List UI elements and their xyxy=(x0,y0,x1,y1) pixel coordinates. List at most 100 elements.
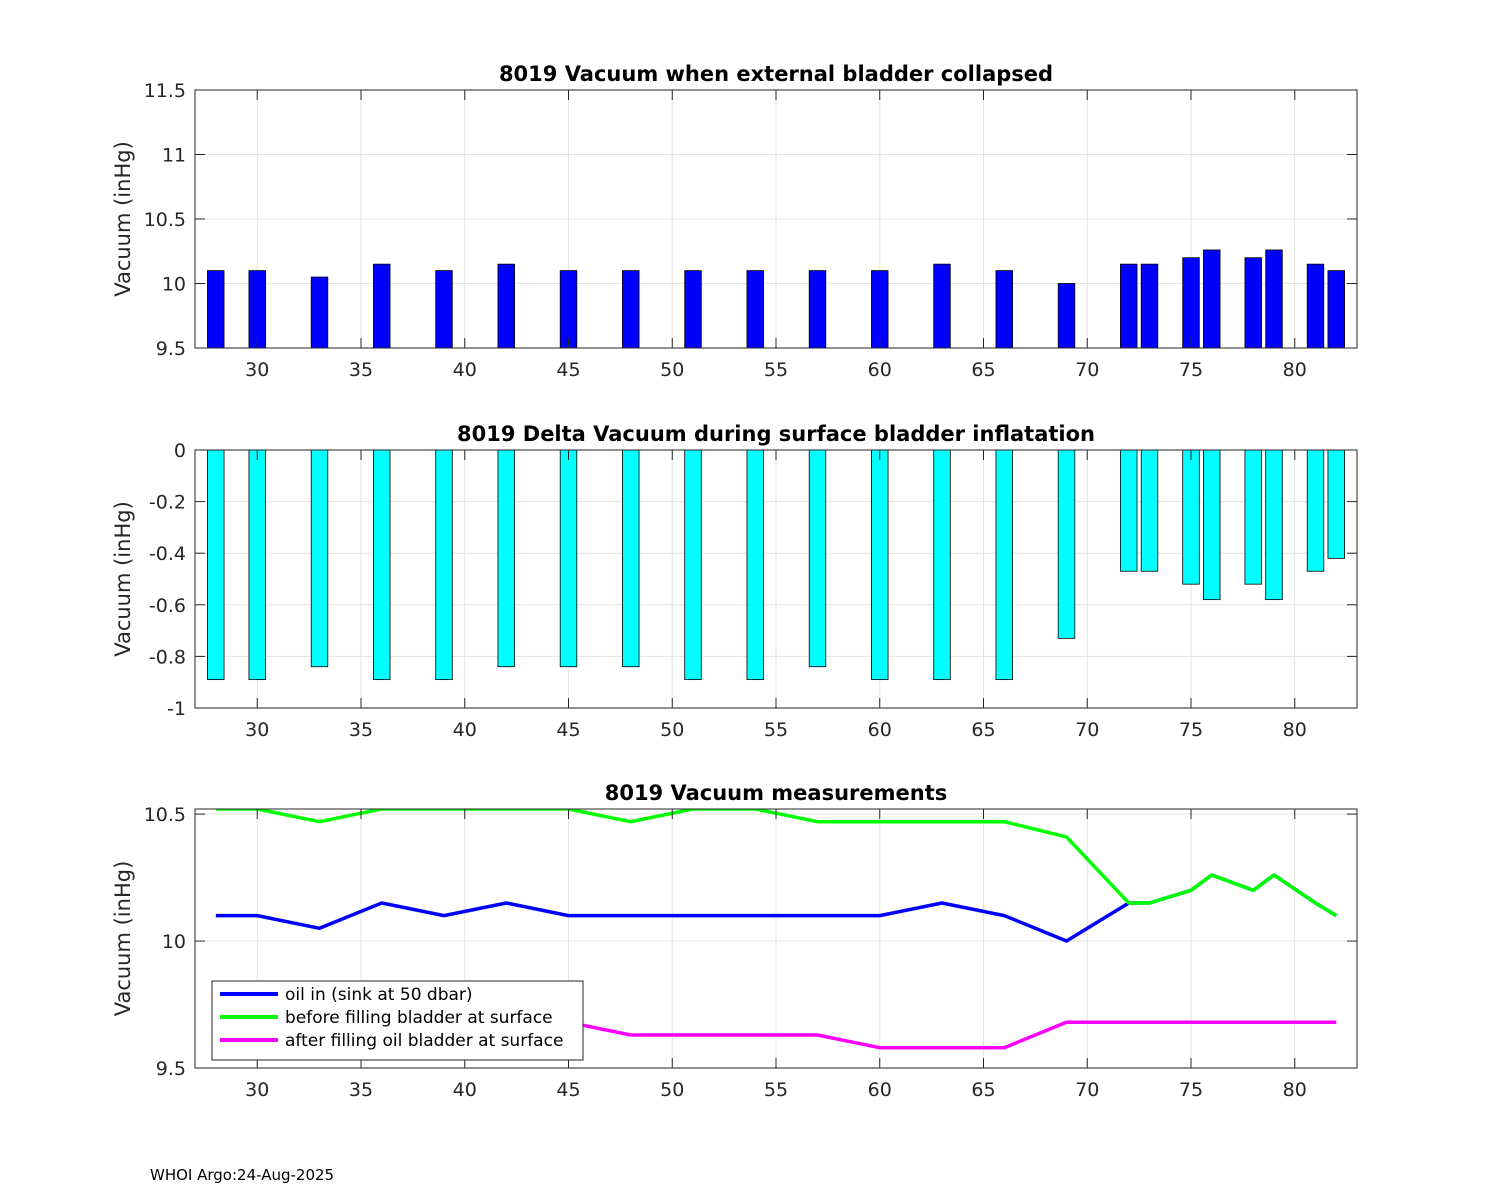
bar xyxy=(808,450,827,668)
bar xyxy=(684,270,702,348)
plot-marks xyxy=(207,249,1345,348)
bar xyxy=(373,263,391,348)
vacuum-collapsed-chart: 30 35 40 45 50 55 60 65 70 75 80 9.5 10 10.5 11 11.5 801… xyxy=(111,62,1358,381)
bar xyxy=(435,270,453,348)
plot-marks xyxy=(207,450,1345,681)
legend-label: oil in (sink at 50 dbar) xyxy=(285,985,473,1005)
y-tick-label: -1 xyxy=(167,698,186,720)
bar xyxy=(1306,263,1325,348)
bar xyxy=(1306,450,1325,572)
chart-title: 8019 Vacuum measurements xyxy=(605,781,948,805)
y-tick-label: -0.6 xyxy=(149,595,186,617)
y-tick-label: -0.8 xyxy=(149,646,186,668)
bar xyxy=(207,450,225,681)
bar xyxy=(1057,450,1076,639)
bar xyxy=(310,276,329,348)
x-tick-label: 50 xyxy=(660,1079,684,1101)
y-axis-label: Vacuum (inHg) xyxy=(111,141,135,297)
x-tick-label: 65 xyxy=(971,359,995,381)
x-tick-label: 70 xyxy=(1075,1079,1099,1101)
bar xyxy=(808,270,827,348)
x-tick-label: 60 xyxy=(868,359,892,381)
x-tick-label: 75 xyxy=(1179,1079,1203,1101)
bar xyxy=(1327,270,1345,348)
x-tick-label: 50 xyxy=(660,719,684,741)
x-tick-label: 35 xyxy=(349,1079,373,1101)
x-tick-label: 80 xyxy=(1283,1079,1307,1101)
bar xyxy=(248,450,266,681)
vacuum-measurements-chart: 30 35 40 45 50 55 60 65 70 75 80 9.5 10 10.5 8019 Vacu… xyxy=(111,781,1358,1101)
y-tick-label: 0 xyxy=(174,440,186,462)
bar xyxy=(1265,249,1283,348)
chart-title: 8019 Vacuum when external bladder collap… xyxy=(499,62,1053,86)
bar xyxy=(995,450,1013,681)
y-tick-label: 9.5 xyxy=(156,1058,186,1080)
bar xyxy=(871,450,889,681)
x-tick-label: 70 xyxy=(1075,719,1099,741)
y-tick-label: 10.5 xyxy=(144,804,186,826)
x-tick-label: 55 xyxy=(764,359,788,381)
x-tick-label: 30 xyxy=(245,1079,269,1101)
bar xyxy=(310,450,329,668)
y-tick-label: 9.5 xyxy=(156,338,186,360)
bar xyxy=(1120,263,1138,348)
x-tick-label: 80 xyxy=(1283,719,1307,741)
bar xyxy=(248,270,266,348)
chart-title: 8019 Delta Vacuum during surface bladder… xyxy=(457,422,1095,446)
x-tick-label: 30 xyxy=(245,359,269,381)
x-tick-label: 75 xyxy=(1179,719,1203,741)
bar xyxy=(1244,450,1262,585)
bar xyxy=(1327,450,1345,559)
bar xyxy=(1244,257,1262,348)
x-tick-label: 65 xyxy=(971,1079,995,1101)
y-tick-label: 10 xyxy=(162,931,186,953)
bar xyxy=(1203,450,1221,601)
x-tick-label: 40 xyxy=(453,359,477,381)
x-tick-label: 75 xyxy=(1179,359,1203,381)
footer-stamp: WHOI Argo:24-Aug-2025 xyxy=(150,1166,335,1184)
y-tick-label: -0.2 xyxy=(149,492,186,514)
y-tick-label: 10.5 xyxy=(144,209,186,231)
delta-vacuum-chart: 30 35 40 45 50 55 60 65 70 75 80 -1 -0.8 -0.6 -0.4 -0.2… xyxy=(111,422,1358,741)
bar xyxy=(622,450,640,668)
x-tick-label: 60 xyxy=(868,1079,892,1101)
y-tick-label: 10 xyxy=(162,274,186,296)
bar xyxy=(497,263,515,348)
bar xyxy=(1265,450,1283,601)
x-tick-label: 50 xyxy=(660,359,684,381)
bar xyxy=(933,450,951,681)
bar xyxy=(1120,450,1138,572)
x-tick-label: 45 xyxy=(556,359,580,381)
y-tick-label: 11 xyxy=(162,145,186,167)
bar xyxy=(746,270,764,348)
x-tick-label: 65 xyxy=(971,719,995,741)
bar xyxy=(435,450,453,681)
bar xyxy=(207,270,225,348)
x-tick-label: 45 xyxy=(556,1079,580,1101)
x-tick-label: 55 xyxy=(764,719,788,741)
x-tick-label: 60 xyxy=(868,719,892,741)
bar xyxy=(559,270,578,348)
bar xyxy=(1140,450,1159,572)
x-tick-label: 55 xyxy=(764,1079,788,1101)
bar xyxy=(1057,283,1076,348)
bar xyxy=(995,270,1013,348)
bar xyxy=(871,270,889,348)
legend-label: after filling oil bladder at surface xyxy=(285,1031,563,1051)
bar xyxy=(1182,450,1200,585)
bar xyxy=(933,263,951,348)
y-axis-label: Vacuum (inHg) xyxy=(111,501,135,657)
x-tick-label: 30 xyxy=(245,719,269,741)
x-tick-label: 35 xyxy=(349,719,373,741)
bar xyxy=(1140,263,1159,348)
bar xyxy=(373,450,391,681)
x-tick-label: 80 xyxy=(1283,359,1307,381)
x-tick-label: 40 xyxy=(453,719,477,741)
y-axis-label: Vacuum (inHg) xyxy=(111,861,135,1017)
y-tick-label: -0.4 xyxy=(149,543,186,565)
legend: oil in (sink at 50 dbar) before filling b… xyxy=(211,980,584,1061)
bar xyxy=(622,270,640,348)
series-line-2 xyxy=(215,809,1338,918)
bar xyxy=(1203,249,1221,348)
